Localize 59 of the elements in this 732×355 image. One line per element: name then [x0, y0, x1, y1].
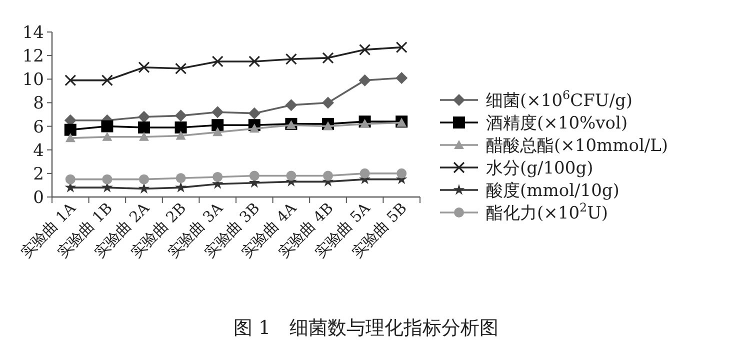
y-tick-label: 14 — [22, 23, 44, 43]
point — [212, 119, 224, 132]
point — [176, 173, 186, 184]
point — [285, 53, 297, 65]
point — [249, 170, 260, 181]
point — [65, 174, 76, 184]
legend-label: 细菌(×10$^{6}$CFU/g) — [486, 88, 632, 111]
point — [64, 74, 76, 86]
point — [138, 62, 150, 74]
legend-label: 酯化力(×10$^{2}$U) — [486, 200, 608, 224]
point — [248, 107, 260, 120]
point — [138, 110, 150, 123]
y-tick-label: 6 — [33, 117, 44, 138]
point — [360, 168, 370, 178]
point — [396, 72, 408, 84]
point — [323, 121, 333, 130]
y-tick-label: 10 — [22, 70, 44, 90]
point — [248, 56, 260, 68]
point — [212, 56, 224, 68]
point — [212, 172, 223, 182]
point — [212, 106, 224, 118]
point — [212, 127, 223, 136]
point — [286, 170, 296, 181]
point — [102, 174, 112, 184]
point — [360, 118, 370, 128]
point — [175, 182, 187, 192]
text: 图 1 细菌数与理化指标分析图 — [233, 317, 499, 339]
y-tick-label: 0 — [33, 188, 44, 208]
y-tick-label: 8 — [33, 94, 44, 114]
legend-label: 酒精度(×10%vol) — [486, 114, 628, 134]
point — [139, 174, 149, 184]
point — [359, 44, 371, 56]
point — [322, 52, 334, 64]
point — [249, 124, 260, 133]
point — [286, 120, 296, 130]
point — [174, 121, 187, 134]
point — [65, 133, 76, 142]
point — [139, 132, 149, 141]
point — [396, 42, 408, 54]
y-tick-label: 2 — [33, 164, 44, 184]
point — [64, 124, 76, 136]
point — [138, 182, 150, 194]
point — [102, 132, 112, 141]
point — [101, 74, 113, 86]
point — [174, 110, 187, 122]
point — [396, 168, 407, 178]
point — [285, 99, 298, 112]
point — [176, 130, 186, 140]
point — [101, 120, 114, 132]
point — [322, 96, 334, 109]
y-tick-label: 4 — [33, 140, 44, 161]
y-tick-label: 12 — [22, 46, 44, 67]
legend-label: 酸度(mmol/10g) — [486, 181, 620, 201]
point — [138, 121, 150, 134]
legend-label: 水分(g/100g) — [486, 158, 594, 178]
legend-label: 醋酸总酯(×10mmol/L) — [486, 136, 668, 156]
point — [358, 74, 371, 86]
point — [175, 62, 187, 74]
point — [323, 170, 333, 181]
